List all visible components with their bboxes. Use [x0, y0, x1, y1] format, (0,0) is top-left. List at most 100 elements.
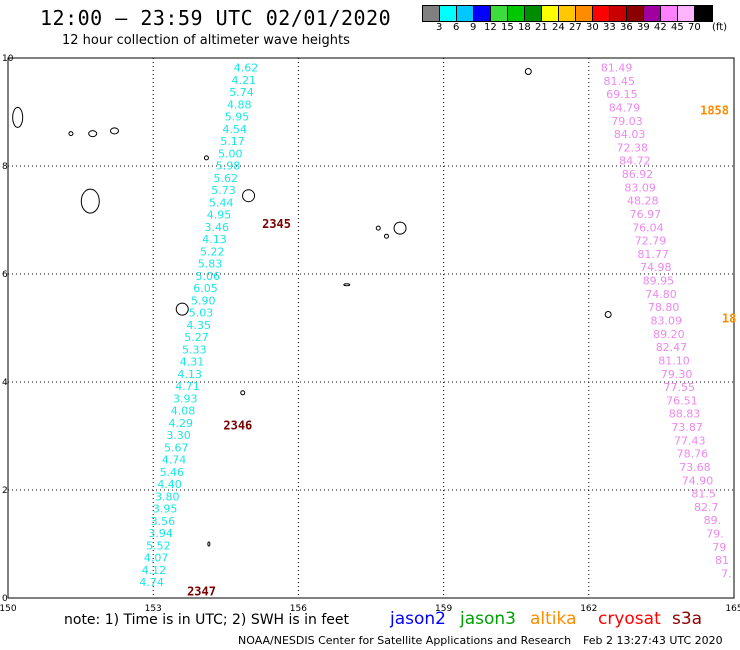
wave-height-value: 5.67	[164, 441, 189, 454]
satellite-altika: altika	[530, 609, 577, 629]
pass-time-label: 2345	[262, 217, 291, 231]
island-outline	[604, 311, 612, 318]
generated-timestamp: Feb 2 13:27:43 UTC 2020	[583, 634, 723, 647]
island-outline	[203, 155, 209, 161]
wave-height-value: 4.88	[227, 98, 252, 111]
legend-swatch	[474, 6, 491, 21]
wave-height-value: 4.31	[180, 356, 205, 369]
y-tick-label: 2	[2, 486, 8, 496]
legend-swatch	[508, 6, 525, 21]
wave-height-value: 5.74	[229, 86, 254, 99]
wave-height-value: 4.74	[162, 454, 187, 467]
wave-height-value: 86.92	[622, 168, 654, 181]
wave-height-value: 5.73	[211, 184, 236, 197]
legend-label: 36	[620, 22, 633, 33]
island-outline	[343, 283, 351, 287]
x-tick-label: 159	[435, 604, 452, 614]
footer-note: note: 1) Time is in UTC; 2) SWH is in fe…	[64, 612, 350, 628]
wave-height-value: 78.80	[648, 301, 680, 314]
legend-swatch	[695, 6, 712, 21]
satellite-s3a: s3a	[672, 609, 703, 629]
page-title: 12:00 – 23:59 UTC 02/01/2020	[40, 6, 392, 30]
page-subtitle: 12 hour collection of altimeter wave hei…	[62, 33, 350, 48]
wave-height-value: 83.09	[624, 181, 656, 194]
satellite-jason3: jason3	[460, 609, 516, 629]
y-tick-label: 6	[2, 270, 8, 280]
wave-height-value: 81	[715, 554, 729, 567]
wave-height-value: 76.97	[630, 208, 662, 221]
legend-label: 3	[436, 22, 443, 33]
map-frame	[7, 57, 735, 599]
wave-height-value: 5.90	[191, 294, 216, 307]
legend-label: 27	[569, 22, 582, 33]
color-legend-unit: (ft)	[712, 22, 728, 33]
wave-height-value: 82.7	[694, 501, 719, 514]
wave-height-value: 81.49	[601, 62, 633, 75]
wave-height-value: 4.13	[202, 233, 227, 246]
wave-height-value: 5.83	[198, 258, 223, 271]
wave-height-value: 81.5	[691, 488, 716, 501]
legend-label: 42	[654, 22, 667, 33]
legend-swatch	[542, 6, 559, 21]
wave-height-value: 4.74	[139, 576, 164, 589]
y-tick-label: 0	[2, 594, 8, 604]
wave-height-value: 79	[712, 541, 726, 554]
x-tick-label: 162	[580, 604, 597, 614]
pass-time-label: 2346	[223, 419, 252, 433]
wave-height-value: 4.62	[234, 62, 259, 75]
wave-height-value: 78.76	[677, 448, 709, 461]
island-outline	[383, 233, 389, 239]
credit-text: NOAA/NESDIS Center for Satellite Applica…	[238, 634, 572, 647]
wave-height-value: 69.15	[606, 88, 638, 101]
wave-height-value: 5.06	[196, 270, 221, 283]
legend-swatch	[644, 6, 661, 21]
wave-height-value: 48.28	[627, 195, 659, 208]
legend-swatch	[576, 6, 593, 21]
wave-height-value: 81.77	[637, 248, 669, 261]
color-legend-bar	[422, 5, 713, 22]
wave-height-value: 5.17	[220, 135, 245, 148]
wave-height-value: 3.93	[173, 392, 198, 405]
wave-height-value: 5.03	[189, 307, 214, 320]
legend-swatch	[559, 6, 576, 21]
y-tick-label: 8	[2, 162, 8, 172]
x-tick-label: 153	[145, 604, 162, 614]
x-tick-label: 156	[290, 604, 307, 614]
pass-time-label: 2347	[187, 584, 216, 598]
wave-height-value: 88.83	[669, 408, 701, 421]
legend-swatch	[627, 6, 644, 21]
wave-height-value: 84.72	[619, 155, 651, 168]
legend-label: 9	[470, 22, 477, 33]
legend-label: 39	[637, 22, 650, 33]
satellite-jason2: jason2	[390, 609, 446, 629]
wave-height-value: 81.45	[603, 75, 635, 88]
wave-height-value: 74.98	[640, 261, 672, 274]
wave-height-value: 3.95	[153, 503, 178, 516]
wave-height-value: 6.05	[193, 282, 218, 295]
legend-swatch	[525, 6, 542, 21]
wave-height-value: 4.07	[144, 552, 169, 565]
island-outline	[68, 131, 74, 137]
wave-height-value: 5.27	[184, 331, 209, 344]
wave-height-value: 72.79	[635, 235, 667, 248]
wave-height-value: 4.12	[142, 564, 167, 577]
legend-swatch	[457, 6, 474, 21]
legend-swatch	[440, 6, 457, 21]
wave-height-value: 79.30	[661, 368, 693, 381]
legend-label: 24	[552, 22, 565, 33]
island-outline	[109, 127, 119, 135]
pass-time-label: 1858	[700, 104, 729, 118]
y-tick-label: 10	[2, 54, 14, 64]
wave-height-value: 79.03	[611, 115, 643, 128]
wave-height-value: 89.	[704, 514, 722, 527]
wave-height-value: 82.47	[656, 341, 688, 354]
wave-height-value: 77.55	[664, 381, 696, 394]
legend-swatch	[610, 6, 627, 21]
wave-height-value: 4.13	[178, 368, 203, 381]
wave-height-value: 5.44	[209, 196, 234, 209]
wave-height-value: 5.22	[200, 245, 225, 258]
wave-height-value: 83.09	[650, 314, 682, 327]
legend-label: 70	[688, 22, 701, 33]
wave-height-value: 4.35	[187, 319, 212, 332]
